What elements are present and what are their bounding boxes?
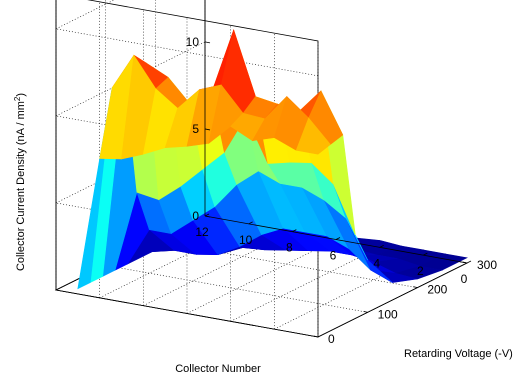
y-tick-label: 0 [328, 332, 335, 346]
z-axis-title-sup: 2 [13, 96, 22, 101]
x-tick-mark [292, 229, 297, 233]
x-tick-label: 8 [286, 241, 293, 255]
x-tick-mark [466, 260, 472, 264]
x-tick-mark [248, 221, 253, 225]
z-axis-title: Collector Current Density (nA / mm2) [13, 93, 28, 271]
x-tick-label: 4 [373, 256, 380, 270]
surface-face [295, 117, 331, 155]
grid-x-floor [230, 247, 380, 322]
z-axis-title-close: ) [15, 93, 27, 97]
tick-labels: 0246810120100200300051015 [186, 35, 498, 346]
y-tick-label: 200 [427, 283, 447, 297]
x-axis-title: Collector Number [175, 363, 261, 375]
x-tick-label: 6 [330, 249, 337, 263]
x-tick-mark [335, 237, 341, 240]
z-tick-label: 0 [192, 209, 199, 223]
z-tick-mark [204, 215, 211, 218]
z-tick-mark [204, 41, 211, 44]
x-tick-label: 10 [239, 233, 253, 247]
x-tick-mark [379, 244, 384, 248]
z-tick-label: 10 [186, 35, 200, 49]
grid-z-back [55, 41, 206, 117]
y-axis-title: Retarding Voltage (-V) [404, 348, 513, 360]
y-tick-label: 300 [477, 258, 497, 272]
surface-layer [77, 28, 468, 290]
x-tick-mark [204, 213, 210, 217]
z-tick-mark [204, 128, 211, 131]
grid-z-back [55, 0, 115, 30]
z-axis-title-main: Collector Current Density (nA / mm [15, 101, 27, 271]
y-tick-mark [313, 335, 319, 338]
x-tick-mark [423, 252, 428, 256]
y-tick-label: 100 [378, 307, 398, 321]
x-tick-label: 12 [195, 225, 209, 239]
y-tick-mark [462, 261, 468, 264]
grid-x-floor [186, 239, 337, 314]
grid-y-floor [105, 265, 368, 313]
z-tick-label: 5 [192, 122, 199, 136]
x-tick-label: 2 [417, 264, 424, 278]
x-tick-label: 0 [461, 272, 468, 286]
y-tick-mark [413, 286, 418, 289]
y-axis-line [317, 262, 468, 338]
y-tick-mark [363, 310, 368, 313]
